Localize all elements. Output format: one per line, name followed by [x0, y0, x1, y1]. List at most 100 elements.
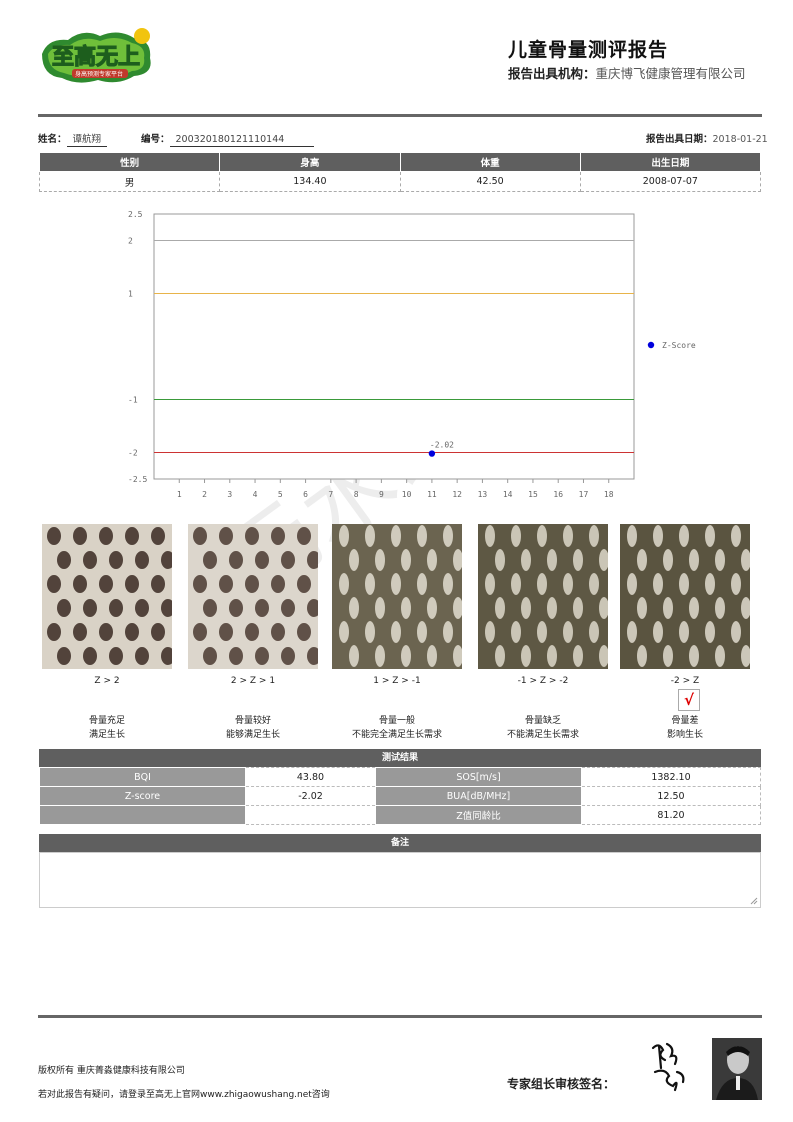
x-tick-label: 18	[604, 490, 614, 499]
x-tick-label: 1	[177, 490, 182, 499]
bone-level-desc: 骨量差 影响生长	[610, 714, 760, 742]
bone-level-note: 满足生长	[88, 730, 125, 740]
y-tick-label: -2	[128, 449, 138, 458]
height-value: 134.40	[219, 171, 401, 192]
bone-level-title: 骨量充足	[88, 716, 125, 726]
x-tick-label: 7	[328, 490, 333, 499]
x-tick-label: 17	[579, 490, 589, 499]
table-row: Z-score -2.02 BUA[dB/MHz] 12.50	[39, 786, 761, 806]
header-birthdate: 出生日期	[579, 152, 762, 172]
data-point	[428, 450, 436, 457]
result-label: BQI	[39, 767, 246, 787]
y-tick-label: -1	[128, 396, 138, 405]
header-weight: 体重	[399, 152, 581, 172]
bone-level-title: 骨量一般	[378, 716, 415, 726]
date-value: 2018-01-21	[712, 134, 768, 145]
bone-level-note: 不能满足生长需求	[506, 730, 579, 740]
x-tick-label: 9	[379, 490, 384, 499]
data-label: -2.02	[430, 441, 454, 450]
result-value: 1382.10	[581, 767, 761, 787]
id-field: 编号： 200320180121110144	[141, 131, 315, 147]
result-label: SOS[m/s]	[375, 767, 582, 787]
plot-area	[153, 213, 635, 480]
svg-text:至高无上: 至高无上	[52, 44, 140, 70]
result-value: -2.02	[245, 786, 376, 806]
header-height: 身高	[219, 152, 401, 172]
y-tick-label: 1	[128, 290, 133, 299]
basic-info-table: 性别 身高 体重 出生日期 男 134.40 42.50 2008-07-07	[38, 152, 762, 192]
results-table: BQI 43.80 SOS[m/s] 1382.10 Z-score -2.02…	[39, 767, 761, 825]
x-tick-label: 6	[303, 490, 308, 499]
brand-logo: 至高无上 身高预测专家平台	[42, 28, 151, 83]
name-label: 姓名：	[38, 134, 67, 145]
legend-label: Z-Score	[662, 341, 696, 350]
date-label: 报告出具日期：	[646, 134, 713, 145]
result-value: 43.80	[245, 767, 376, 787]
bone-level-note: 不能完全满足生长需求	[351, 730, 442, 740]
y-tick-label: 2.5	[128, 210, 143, 219]
bone-level-desc: 骨量一般 不能完全满足生长需求	[322, 714, 472, 742]
notes-title: 备注	[39, 834, 761, 852]
header-gender: 性别	[38, 152, 221, 172]
z-range-label: 1 > Z > -1	[373, 676, 421, 686]
gender-value: 男	[38, 171, 221, 192]
issuer: 报告出具机构：重庆博飞健康管理有限公司	[508, 63, 746, 82]
id-value: 200320180121110144	[169, 134, 315, 147]
x-tick-label: 3	[227, 490, 232, 499]
result-value: 81.20	[581, 805, 761, 825]
birthdate-value: 2008-07-07	[579, 171, 762, 192]
bone-level-title: 骨量较好	[234, 716, 271, 726]
bone-level-note: 能够满足生长	[225, 730, 280, 740]
bone-texture-image	[620, 524, 750, 669]
x-tick-label: 11	[427, 490, 437, 499]
bone-level-desc: 骨量缺乏 不能满足生长需求	[468, 714, 618, 742]
x-tick-label: 13	[478, 490, 488, 499]
table-row: Z值同龄比 81.20	[39, 805, 761, 825]
y-tick-label: 2	[128, 237, 133, 246]
issuer-value: 重庆博飞健康管理有限公司	[595, 66, 746, 81]
bone-texture-image	[42, 524, 172, 669]
id-label: 编号：	[141, 134, 170, 145]
resize-handle-icon[interactable]	[750, 897, 758, 905]
signature-label: 专家组长审核签名：	[507, 1077, 616, 1091]
contact-text: 若对此报告有疑问，请登录至高无上官网www.zhigaowushang.net咨…	[38, 1090, 330, 1100]
result-label: Z-score	[39, 786, 246, 806]
svg-text:身高预测专家平台: 身高预测专家平台	[75, 70, 123, 78]
x-tick-label: 12	[452, 490, 462, 499]
result-label: BUA[dB/MHz]	[375, 786, 582, 806]
name-value: 谭航翔	[66, 131, 108, 147]
table-row: BQI 43.80 SOS[m/s] 1382.10	[39, 767, 761, 787]
x-tick-label: 4	[253, 490, 258, 499]
bone-texture-image	[188, 524, 318, 669]
z-score-chart: 2.521-1-2-2.51 2 3 4 5 6 7 8 9 10 11 12 13 14 15 16 17 18…	[128, 210, 696, 499]
result-label: Z值同龄比	[375, 805, 582, 825]
handwritten-signature	[651, 1042, 685, 1092]
result-value: 12.50	[581, 786, 761, 806]
weight-value: 42.50	[399, 171, 581, 192]
expert-photo	[712, 1038, 762, 1100]
header-divider	[38, 114, 762, 117]
name-field: 姓名： 谭航翔	[38, 131, 108, 147]
table-header-row: 性别 身高 体重 出生日期	[38, 152, 762, 172]
bone-level-note: 影响生长	[666, 730, 703, 740]
result-value	[245, 805, 376, 825]
x-tick-label: 8	[354, 490, 359, 499]
date-field: 报告出具日期：2018-01-21	[646, 131, 768, 145]
bone-texture-image	[478, 524, 608, 669]
x-tick-label: 10	[402, 490, 412, 499]
result-label	[39, 805, 246, 825]
issuer-label: 报告出具机构：	[508, 66, 596, 81]
report-title: 儿童骨量测评报告	[508, 39, 669, 61]
z-range-label: -1 > Z > -2	[517, 676, 569, 686]
bone-texture-image	[332, 524, 462, 669]
z-range-label: -2 > Z	[670, 676, 700, 686]
notes-textarea[interactable]	[39, 852, 761, 908]
bone-level-title: 骨量差	[671, 716, 699, 726]
bone-level-desc: 骨量较好 能够满足生长	[178, 714, 328, 742]
x-tick-label: 16	[553, 490, 563, 499]
bone-level-desc: 骨量充足 满足生长	[32, 714, 182, 742]
copyright: 版权所有 重庆菁淼健康科技有限公司	[38, 1066, 185, 1076]
x-tick-label: 5	[278, 490, 283, 499]
table-row: 男 134.40 42.50 2008-07-07	[38, 171, 762, 192]
x-tick-label: 2	[202, 490, 207, 499]
